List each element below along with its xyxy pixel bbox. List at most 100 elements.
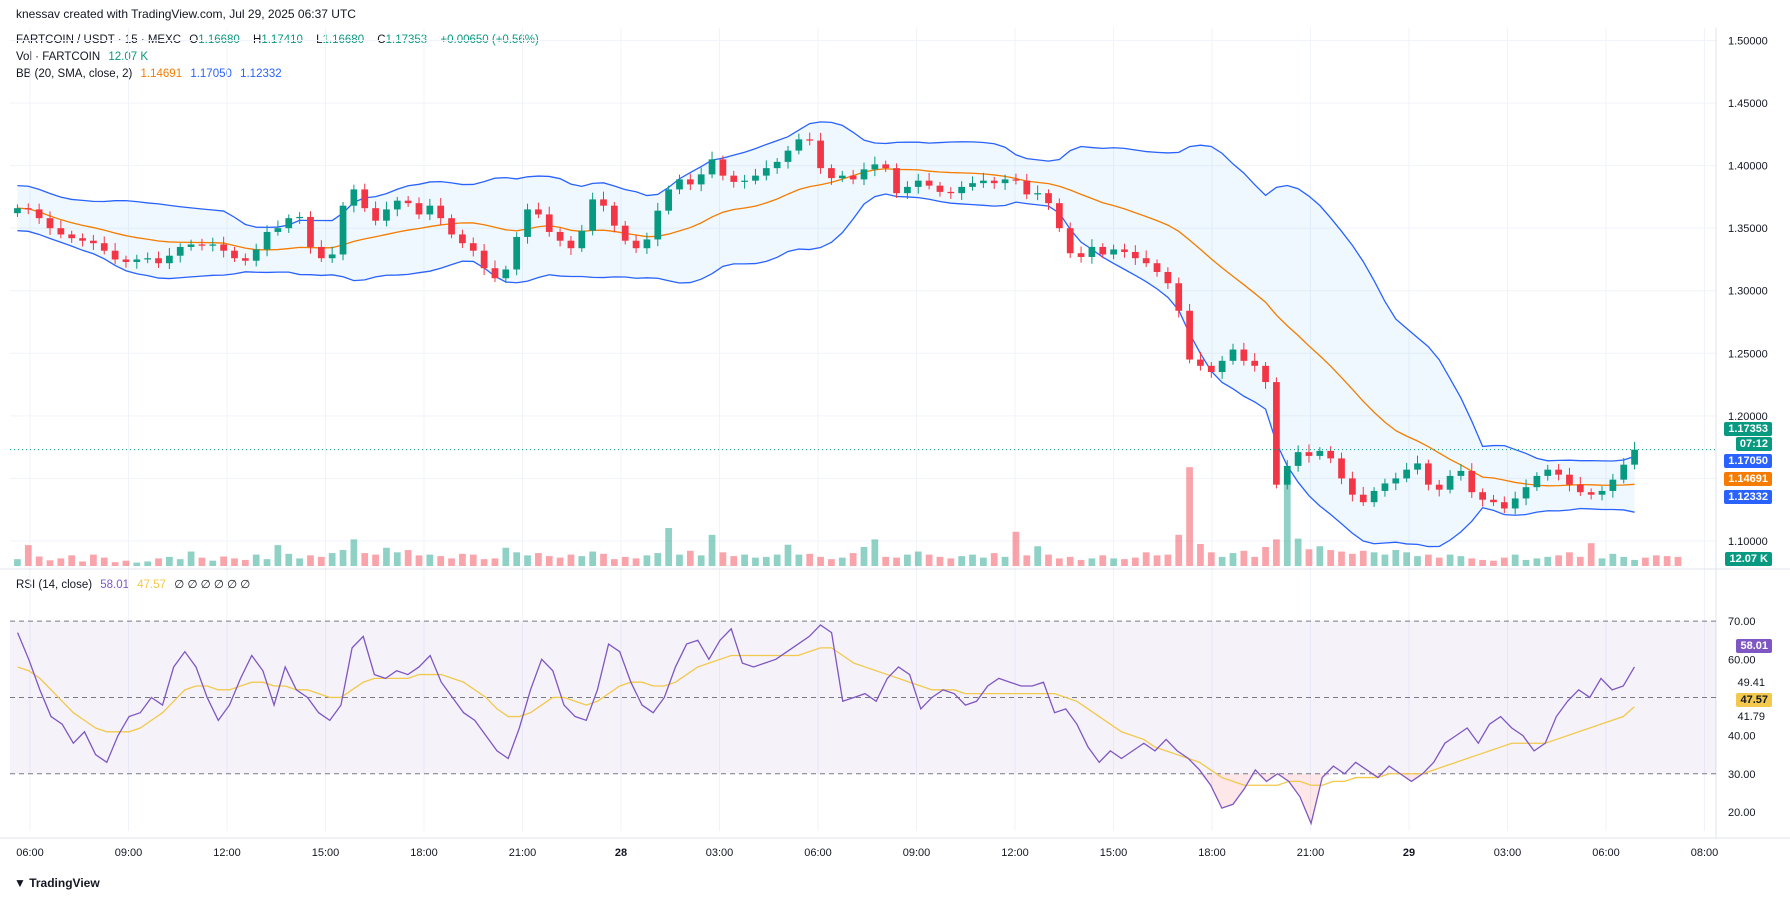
candle-body [914, 180, 922, 187]
candle-body [697, 174, 705, 185]
volume-bar [784, 544, 792, 566]
volume-bar [1012, 531, 1020, 566]
candle-body [545, 214, 553, 232]
volume-bar [383, 547, 390, 566]
volume-bar [817, 556, 824, 566]
candle-body [513, 236, 521, 270]
rsi-tick-label: 20.00 [1728, 807, 1756, 819]
volume-bar [231, 558, 238, 566]
volume-bar [144, 561, 152, 566]
volume-bar [871, 539, 879, 566]
price-tick-label: 1.25000 [1728, 348, 1768, 360]
volume-bar [1392, 550, 1400, 566]
candle-body [252, 249, 260, 261]
volume-bar [643, 555, 651, 566]
volume-bar [730, 556, 738, 566]
candle-body [676, 179, 683, 190]
countdown-badge: 07:12 [1735, 437, 1772, 451]
open-label: O [189, 34, 199, 46]
candle-body [773, 161, 781, 169]
volume-bar [1305, 549, 1313, 566]
candle-body [317, 246, 325, 259]
candle-body [426, 205, 434, 215]
volume-bar [1197, 543, 1204, 566]
volume-bar [220, 556, 228, 566]
candle-body [241, 258, 249, 261]
time-tick-label: 06:00 [804, 847, 832, 859]
candle-body [1251, 360, 1259, 366]
candle-body [1620, 464, 1628, 480]
volume-bar [1316, 546, 1324, 566]
volume-bar [437, 556, 445, 566]
volume-bar [1045, 554, 1052, 566]
volume-bar [1403, 552, 1411, 566]
volume-bar [1251, 556, 1259, 566]
volume-bar [1359, 550, 1367, 566]
candle-body [502, 269, 510, 279]
volume-bar [1576, 556, 1584, 566]
volume-bar [1555, 555, 1562, 566]
time-tick-label: 21:00 [1297, 847, 1325, 859]
volume-bar [1055, 558, 1063, 566]
candle-body [361, 189, 369, 209]
price-tick-label: 1.50000 [1728, 36, 1768, 48]
volume-bar [882, 556, 890, 566]
volume-bar [654, 553, 662, 566]
volume-bar [1457, 556, 1465, 566]
candle-body [1349, 478, 1356, 495]
candle-body [1479, 492, 1486, 500]
volume-bar [1034, 546, 1042, 566]
candle-body [35, 209, 43, 219]
candle-body [784, 150, 792, 162]
volume-bar [1424, 554, 1432, 566]
time-tick-label: 18:00 [410, 847, 438, 859]
candle-body [383, 209, 390, 221]
candle-body [1435, 484, 1443, 490]
time-tick-label: 03:00 [1494, 847, 1522, 859]
volume-bar [426, 554, 434, 566]
candle-body [100, 243, 108, 251]
volume-bar [1381, 554, 1389, 566]
candle-body [1023, 180, 1031, 195]
time-tick-label: 28 [615, 847, 627, 859]
volume-bar [1001, 556, 1009, 566]
candle-body [1110, 249, 1117, 255]
high-label: H [253, 34, 262, 46]
volume-bar [1023, 555, 1031, 566]
volume-bar [1175, 534, 1183, 566]
volume-bar [46, 560, 54, 566]
volume-bar [621, 556, 629, 566]
candle-body [1403, 469, 1411, 479]
volume-bar [274, 545, 282, 566]
candle-body [1077, 253, 1085, 257]
candle-body [1197, 359, 1204, 366]
volume-bar [372, 554, 379, 566]
volume-bar [166, 556, 173, 566]
candle-body [133, 259, 141, 262]
volume-bar [925, 554, 933, 566]
price-tick-label: 1.45000 [1728, 98, 1768, 110]
candle-body [632, 240, 640, 249]
candle-body [328, 254, 336, 259]
candle-body [524, 209, 531, 237]
candle-body [1598, 490, 1606, 495]
volume-bar [947, 558, 955, 566]
volume-bar [914, 551, 922, 566]
volume-bar [990, 553, 998, 566]
open-value: 1.16680 [198, 34, 240, 46]
candle-body [925, 180, 933, 186]
volume-bar [708, 534, 716, 566]
candle-body [14, 208, 21, 214]
candle-body [1055, 203, 1063, 229]
volume-bar [980, 557, 987, 566]
volume-bar [1414, 556, 1421, 566]
chart-credit: knessav created with TradingView.com, Ju… [16, 7, 356, 21]
candle-body [404, 200, 412, 204]
volume-bar [100, 557, 108, 566]
bollinger-legend: BB (20, SMA, close, 2) 1.14691 1.17050 1… [16, 68, 287, 80]
volume-bar [1522, 559, 1530, 566]
volume-bar [393, 552, 401, 566]
close-value: 1.17353 [385, 34, 428, 46]
candle-body [1001, 179, 1009, 184]
